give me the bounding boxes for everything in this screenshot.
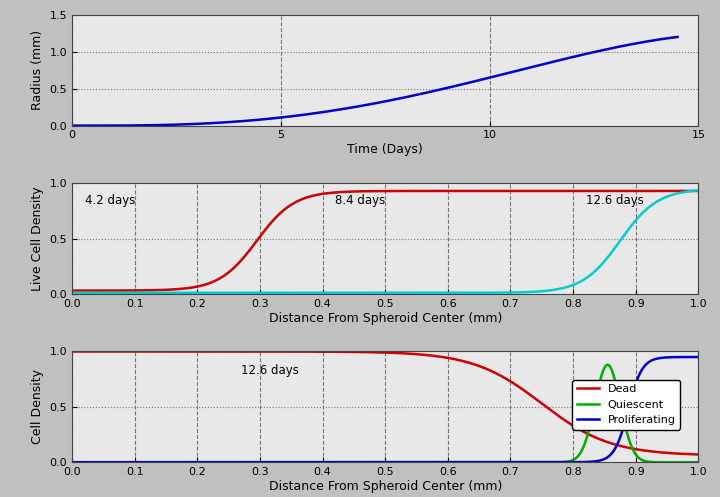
Y-axis label: Radius (mm): Radius (mm) bbox=[31, 30, 44, 110]
Y-axis label: Cell Density: Cell Density bbox=[31, 369, 44, 444]
Dead bbox=[561, 417, 570, 423]
Quiescent bbox=[676, 459, 685, 465]
Proliferating bbox=[676, 354, 685, 360]
Quiescent bbox=[99, 459, 108, 465]
Quiescent bbox=[561, 459, 570, 465]
Quiescent bbox=[372, 459, 381, 465]
Y-axis label: Live Cell Density: Live Cell Density bbox=[31, 186, 44, 291]
Proliferating bbox=[561, 459, 570, 465]
Proliferating bbox=[675, 354, 684, 360]
Dead bbox=[675, 451, 684, 457]
Dead bbox=[694, 451, 703, 457]
Text: 4.2 days: 4.2 days bbox=[84, 194, 135, 207]
Text: 8.4 days: 8.4 days bbox=[335, 194, 385, 207]
Dead bbox=[356, 349, 364, 355]
Dead bbox=[99, 348, 108, 354]
X-axis label: Distance From Spheroid Center (mm): Distance From Spheroid Center (mm) bbox=[269, 312, 502, 325]
X-axis label: Distance From Spheroid Center (mm): Distance From Spheroid Center (mm) bbox=[269, 480, 502, 493]
Line: Dead: Dead bbox=[72, 351, 698, 454]
Proliferating bbox=[99, 459, 108, 465]
Dead bbox=[372, 349, 381, 355]
Quiescent bbox=[68, 459, 76, 465]
Proliferating bbox=[372, 459, 381, 465]
Proliferating bbox=[68, 459, 76, 465]
Dead bbox=[676, 451, 685, 457]
Quiescent bbox=[603, 362, 612, 368]
Proliferating bbox=[356, 459, 364, 465]
X-axis label: Time (Days): Time (Days) bbox=[347, 143, 423, 156]
Legend: Dead, Quiescent, Proliferating: Dead, Quiescent, Proliferating bbox=[572, 380, 680, 429]
Proliferating bbox=[694, 354, 703, 360]
Dead bbox=[68, 348, 76, 354]
Quiescent bbox=[676, 459, 685, 465]
Text: 12.6 days: 12.6 days bbox=[241, 364, 299, 377]
Text: 12.6 days: 12.6 days bbox=[585, 194, 644, 207]
Line: Proliferating: Proliferating bbox=[72, 357, 698, 462]
Quiescent bbox=[694, 459, 703, 465]
Quiescent bbox=[356, 459, 364, 465]
Line: Quiescent: Quiescent bbox=[72, 365, 698, 462]
